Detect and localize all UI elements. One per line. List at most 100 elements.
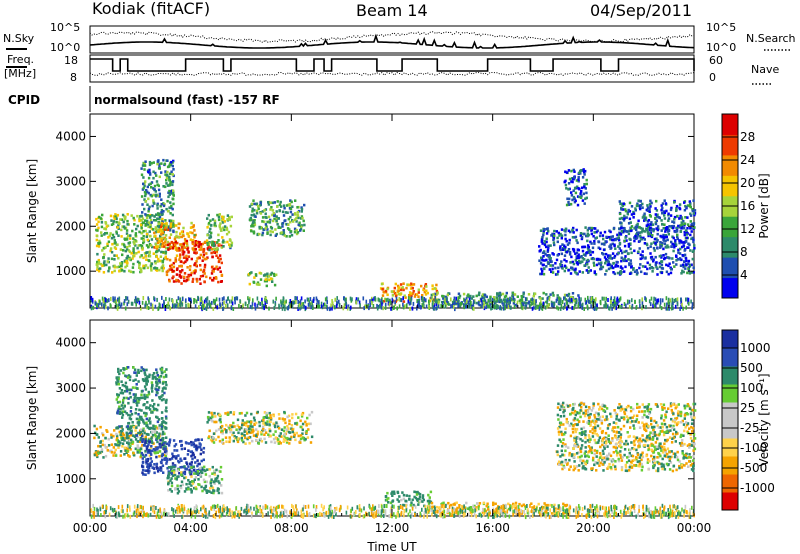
power-cell xyxy=(222,239,225,242)
power-cell xyxy=(545,240,548,244)
power-cell xyxy=(577,255,580,258)
power-cell xyxy=(253,223,257,227)
velocity-cell xyxy=(305,429,308,433)
velocity-cell xyxy=(202,478,206,482)
power-cell xyxy=(593,242,596,245)
velocity-cell xyxy=(288,422,291,426)
power-cell xyxy=(667,300,670,305)
power-cell xyxy=(374,296,376,300)
power-cell xyxy=(541,297,544,300)
velocity-cell xyxy=(233,436,237,440)
velocity-cell xyxy=(162,471,165,474)
power-cell xyxy=(675,226,679,230)
power-cell xyxy=(433,303,436,308)
power-cell xyxy=(298,303,301,308)
power-cell xyxy=(201,300,203,305)
power-cell xyxy=(577,187,580,190)
velocity-cell xyxy=(158,442,161,446)
power-cell xyxy=(512,296,515,300)
power-cell xyxy=(209,227,212,231)
date-title: 04/Sep/2011 xyxy=(590,1,692,20)
velocity-cell xyxy=(153,402,156,406)
power-cell xyxy=(541,258,544,262)
power-cell xyxy=(391,299,394,304)
power-cell xyxy=(118,296,121,301)
power-cell xyxy=(641,297,643,302)
velocity-cell xyxy=(255,438,258,442)
power-cell xyxy=(215,265,218,269)
power-cell xyxy=(646,261,649,265)
velocity-cell xyxy=(144,395,147,399)
power-cell xyxy=(386,287,389,291)
power-cell xyxy=(510,297,513,302)
velocity-cell xyxy=(274,430,277,433)
power-cell xyxy=(566,197,569,201)
power-cell xyxy=(431,287,434,291)
power-cell xyxy=(252,224,255,228)
power-cell xyxy=(174,243,177,246)
power-cell xyxy=(646,204,649,207)
velocity-cell xyxy=(143,431,146,435)
power-cell xyxy=(146,223,150,226)
power-cell xyxy=(579,302,582,307)
power-cell xyxy=(158,245,161,249)
power-cell xyxy=(612,271,615,274)
power-cell xyxy=(583,245,587,249)
power-cell xyxy=(277,217,280,220)
power-cell xyxy=(672,301,674,306)
power-cell xyxy=(122,220,125,224)
power-cell xyxy=(667,219,670,222)
power-cell xyxy=(342,306,345,311)
power-cell xyxy=(231,301,234,306)
power-cell xyxy=(119,262,122,265)
velocity-cell xyxy=(168,441,171,444)
power-cell xyxy=(142,221,146,225)
power-cell xyxy=(183,272,187,275)
power-cell xyxy=(604,257,608,261)
power-cell xyxy=(179,298,181,303)
power-cell xyxy=(264,274,268,278)
power-cell xyxy=(603,243,606,246)
power-cell xyxy=(172,223,175,226)
power-colorbar-segment xyxy=(722,154,738,176)
power-cell xyxy=(649,199,652,203)
velocity-cell xyxy=(165,427,168,430)
power-cell xyxy=(577,256,580,260)
power-cell xyxy=(251,210,254,213)
power-cell xyxy=(652,241,656,244)
velocity-cell xyxy=(138,440,141,443)
power-cell xyxy=(683,231,686,234)
velocity-cell xyxy=(193,486,196,490)
power-cell xyxy=(209,246,212,249)
power-cell xyxy=(629,262,633,265)
power-cell xyxy=(126,261,129,264)
power-cell xyxy=(669,214,673,217)
power-cell xyxy=(323,302,325,307)
power-cell xyxy=(252,281,256,284)
velocity-cell xyxy=(205,489,208,492)
velocity-cell xyxy=(251,439,254,443)
velocity-cell xyxy=(208,435,211,438)
power-cell xyxy=(567,292,571,296)
power-cell xyxy=(257,204,260,208)
power-cell xyxy=(676,237,679,241)
velocity-cell xyxy=(282,437,286,441)
power-cell xyxy=(633,227,636,230)
power-cell xyxy=(127,234,130,237)
velocity-cell xyxy=(121,383,124,387)
velocity-cell xyxy=(286,429,289,433)
power-cell xyxy=(674,230,677,234)
power-cell xyxy=(168,268,171,271)
power-cell xyxy=(385,298,388,303)
power-echo-cells xyxy=(90,158,697,312)
velocity-cell xyxy=(163,421,166,424)
power-cell xyxy=(142,230,145,233)
power-cell xyxy=(591,246,595,250)
power-cell xyxy=(171,183,174,187)
power-cell xyxy=(184,260,187,264)
power-x-tick-marks xyxy=(89,114,695,308)
power-cell xyxy=(553,234,556,238)
power-cell xyxy=(504,306,506,311)
power-cell xyxy=(673,265,676,268)
velocity-cell xyxy=(173,465,176,469)
